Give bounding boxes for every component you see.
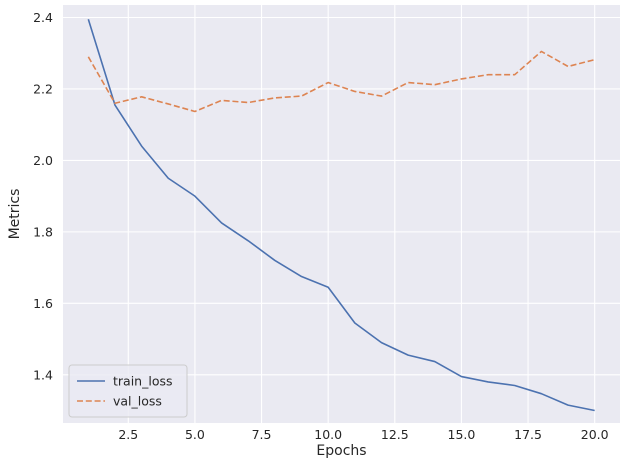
y-tick-label: 1.6 [33,296,53,311]
legend-box [68,364,188,418]
y-tick-label: 1.8 [33,224,53,239]
series-line-train-loss [87,19,595,412]
x-tick-label: 20.0 [581,427,609,442]
x-tick-label: 17.5 [514,427,542,442]
x-axis-ticks: 2.5 5.0 7.5 10.0 12.5 15.0 17.5 20.0 [118,427,608,442]
plot-area [63,5,620,423]
y-axis-label: Metrics [7,189,23,240]
series-group [87,19,595,412]
y-tick-label: 2.4 [33,10,53,25]
legend: train_loss val_loss [68,364,188,418]
x-axis-label: Epochs [316,443,366,459]
x-tick-label: 7.5 [252,427,272,442]
y-tick-label: 2.0 [33,153,53,168]
y-tick-label: 2.2 [33,81,53,96]
y-axis-ticks: 1.4 1.6 1.8 2.0 2.2 2.4 [33,10,53,382]
x-tick-label: 5.0 [185,427,205,442]
x-tick-label: 10.0 [314,427,342,442]
x-tick-label: 2.5 [118,427,138,442]
grid-lines [63,5,620,423]
x-tick-label: 12.5 [381,427,409,442]
legend-label-val-loss: val_loss [113,394,162,409]
legend-label-train-loss: train_loss [113,374,173,389]
x-tick-label: 15.0 [448,427,476,442]
y-tick-label: 1.4 [33,367,53,382]
